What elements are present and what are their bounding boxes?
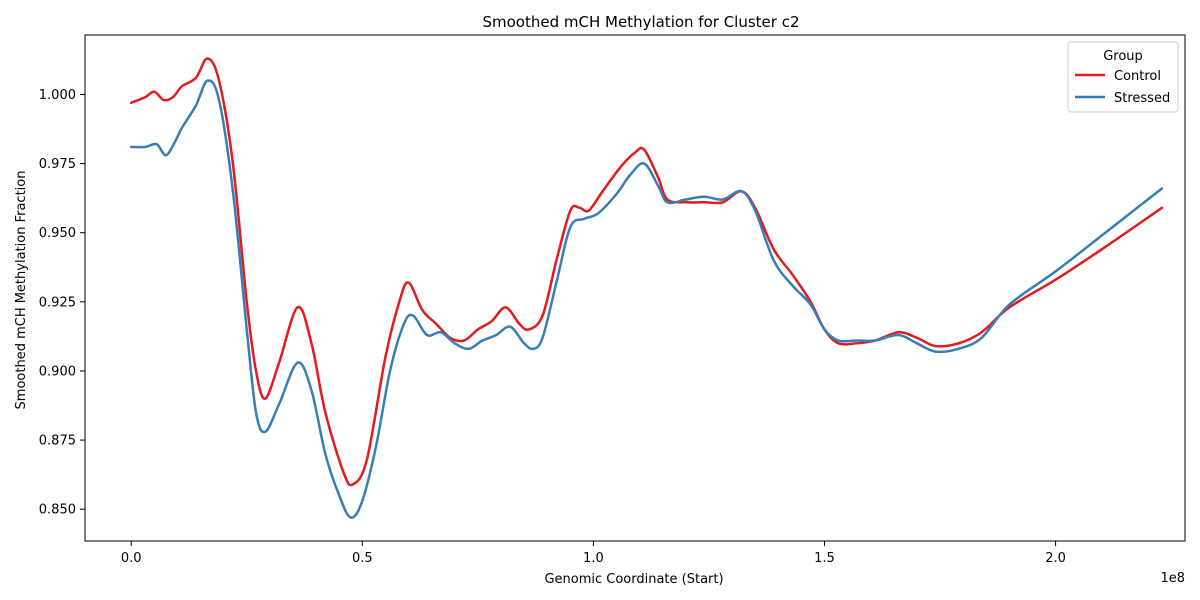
- legend-label-control: Control: [1114, 69, 1161, 84]
- y-tick-label: 0.975: [39, 157, 76, 172]
- series-line-control: [129, 57, 1164, 487]
- legend-title: Group: [1103, 49, 1143, 64]
- x-tick-label: 1.5: [814, 551, 835, 566]
- x-axis-offset-label: 1e8: [1160, 571, 1185, 586]
- y-axis-ticks: 0.850 0.875 0.900 0.925 0.950 0.975 1.000: [39, 88, 85, 518]
- axes-frame: [84, 34, 1186, 542]
- chart-title: Smoothed mCH Methylation for Cluster c2: [482, 13, 799, 31]
- y-tick-label: 0.850: [39, 503, 76, 518]
- series-line-stressed: [129, 79, 1164, 519]
- x-axis-label: Genomic Coordinate (Start): [544, 572, 723, 587]
- legend-entries: Control Stressed: [1075, 69, 1170, 106]
- series-layer: [129, 57, 1164, 519]
- x-tick-label: 0.0: [121, 551, 142, 566]
- y-tick-label: 0.875: [39, 434, 76, 449]
- legend-label-stressed: Stressed: [1114, 91, 1170, 106]
- y-tick-label: 0.900: [39, 364, 76, 379]
- y-axis-label: Smoothed mCH Methylation Fraction: [14, 171, 29, 410]
- x-axis-ticks: 0.0 0.5 1.0 1.5 2.0: [121, 541, 1066, 566]
- x-tick-label: 1.0: [583, 551, 604, 566]
- x-tick-label: 2.0: [1045, 551, 1066, 566]
- x-tick-label: 0.5: [352, 551, 373, 566]
- plot-area: 0.0 0.5 1.0 1.5 2.0 0.850 0.875 0.900 0.925 0.95…: [39, 34, 1186, 566]
- y-tick-label: 0.925: [39, 295, 76, 310]
- legend: Group Control Stressed: [1067, 41, 1179, 113]
- legend-box: [1067, 41, 1179, 113]
- y-tick-label: 0.950: [39, 226, 76, 241]
- legend-entry-stressed: Stressed: [1075, 91, 1170, 106]
- legend-entry-control: Control: [1075, 69, 1161, 84]
- y-tick-label: 1.000: [39, 88, 76, 103]
